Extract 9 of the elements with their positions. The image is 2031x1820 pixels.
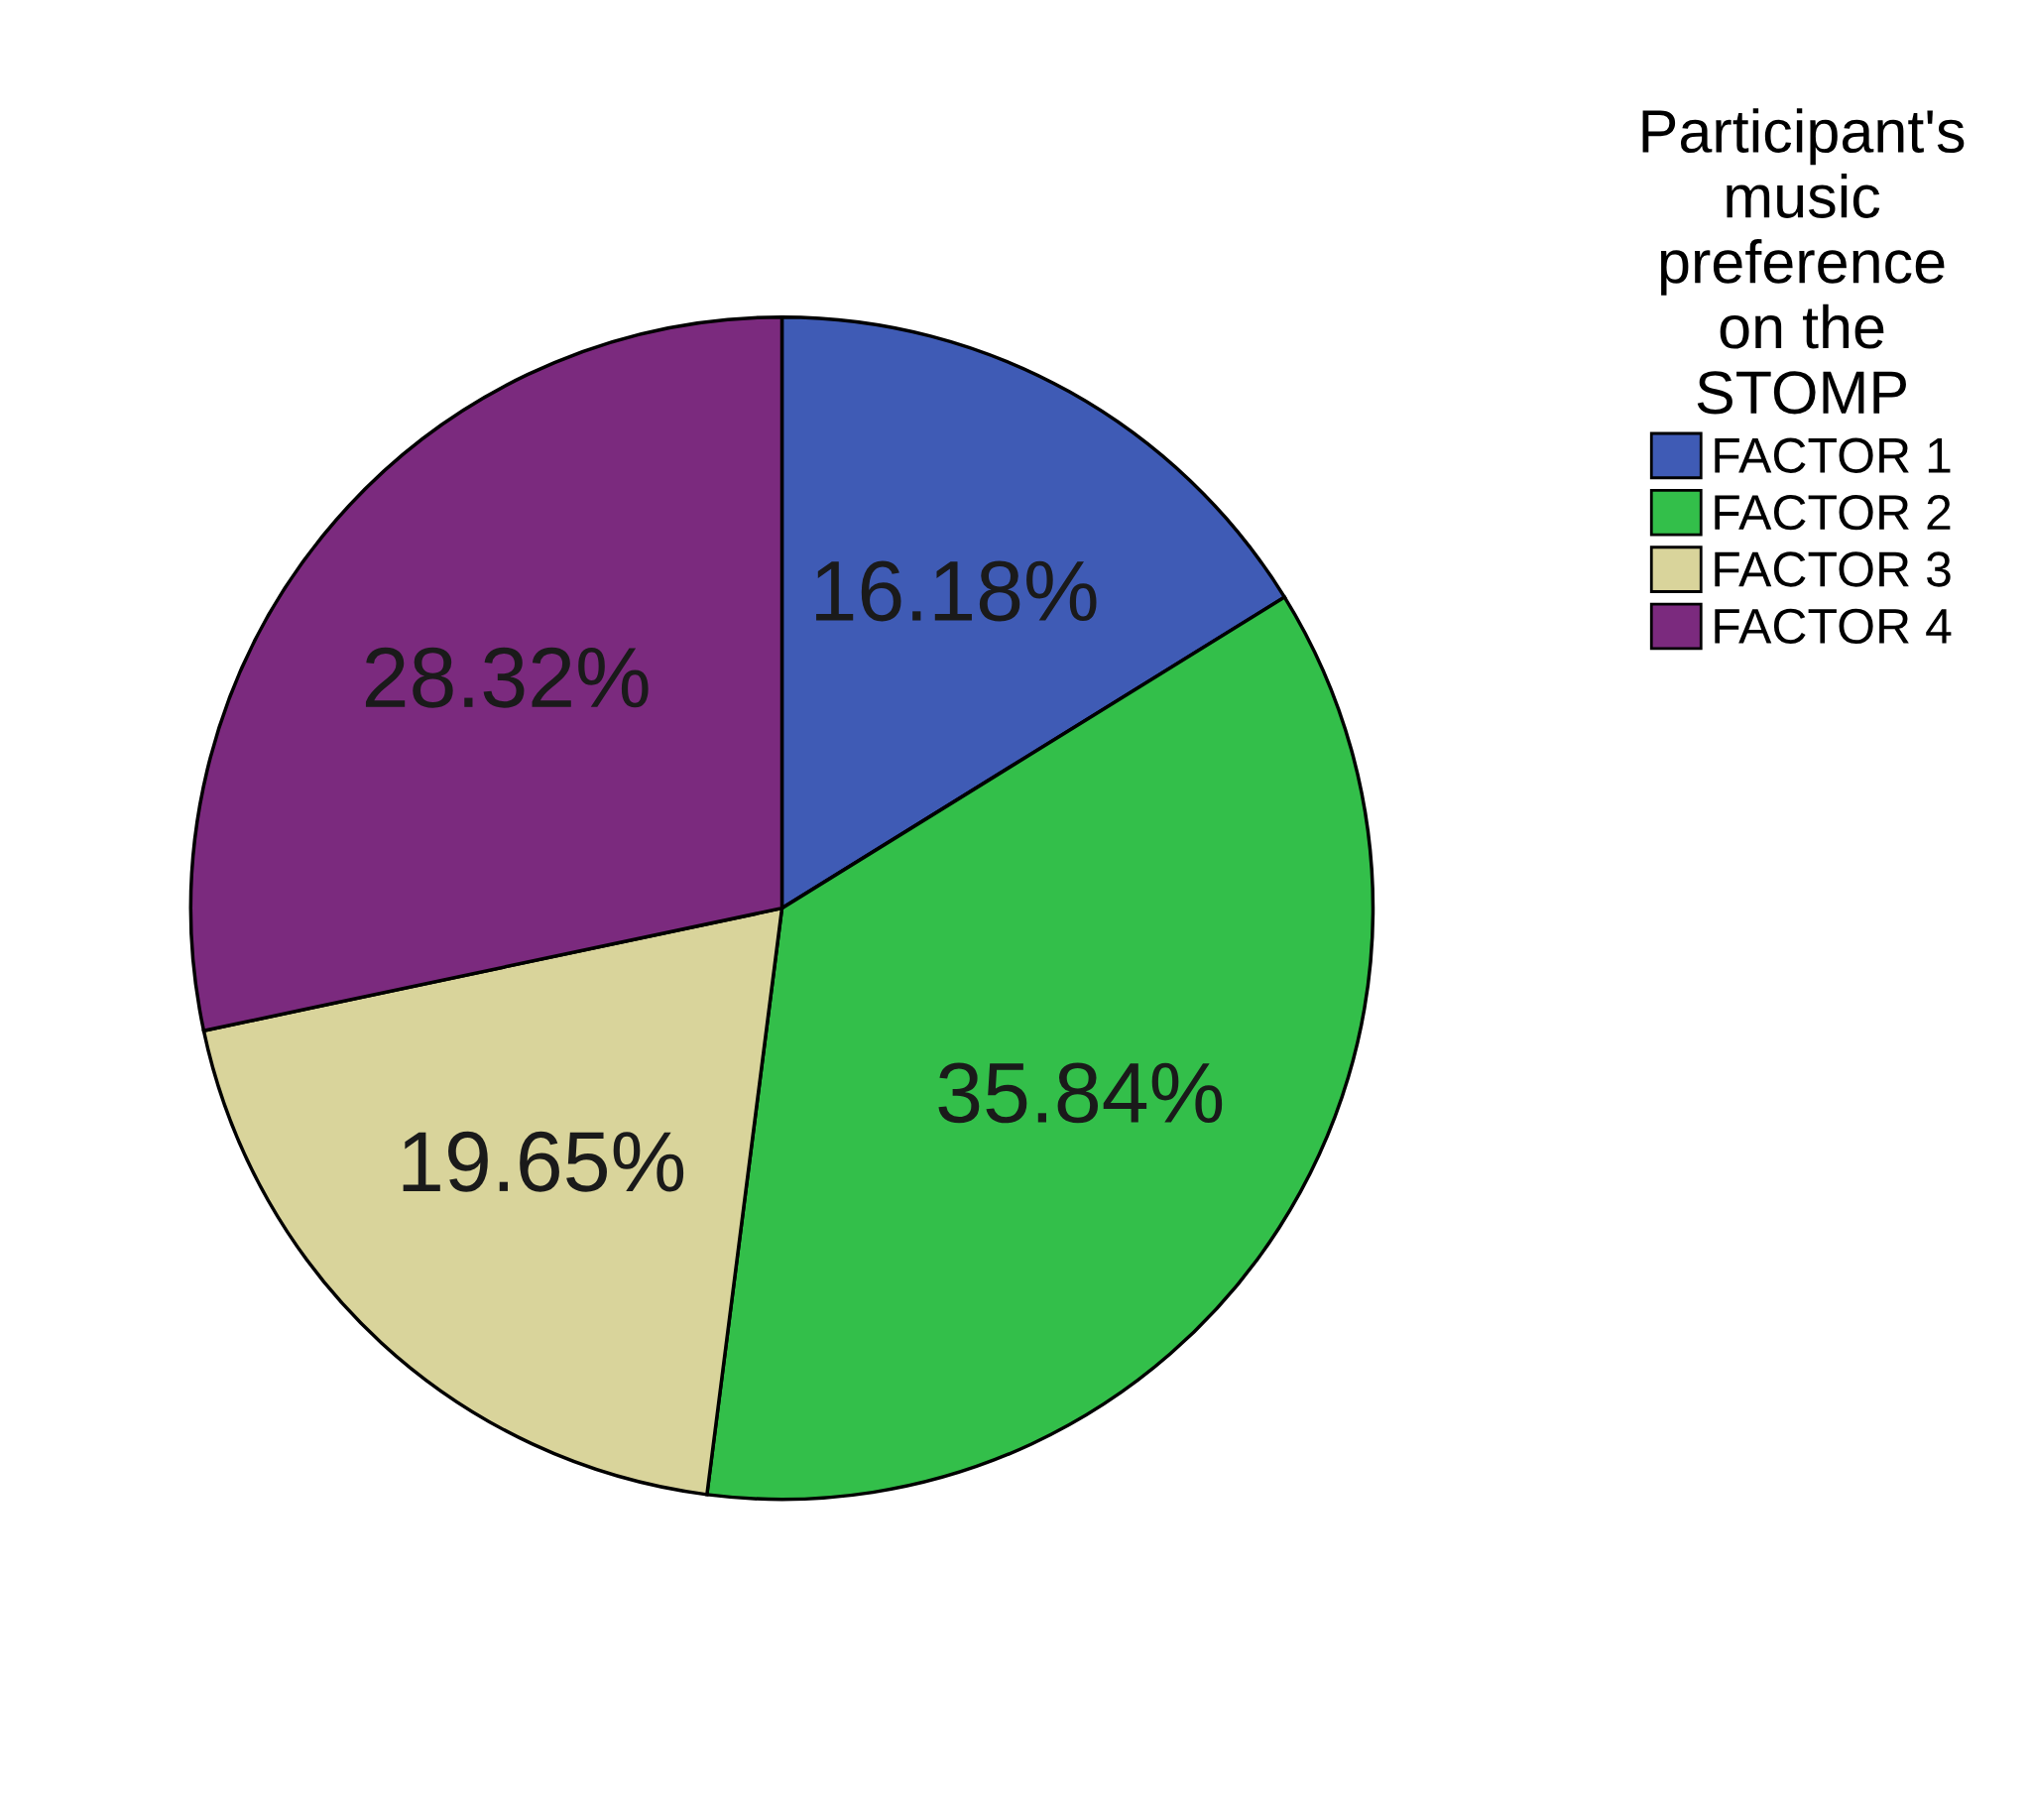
legend-label: FACTOR 2 bbox=[1715, 494, 1951, 531]
legend-label: FACTOR 3 bbox=[1715, 551, 1951, 587]
data-label: 16.18% bbox=[816, 560, 1097, 622]
legend-label: FACTOR 4 bbox=[1715, 608, 1952, 645]
legend-label: FACTOR 1 bbox=[1715, 437, 1951, 473]
data-label: 35.84% bbox=[938, 1062, 1223, 1124]
data-label: 19.65% bbox=[403, 1131, 684, 1192]
data-label: 28.32% bbox=[365, 647, 649, 708]
legend-title: Participant's music preference on the STOMP bbox=[1642, 108, 1965, 415]
